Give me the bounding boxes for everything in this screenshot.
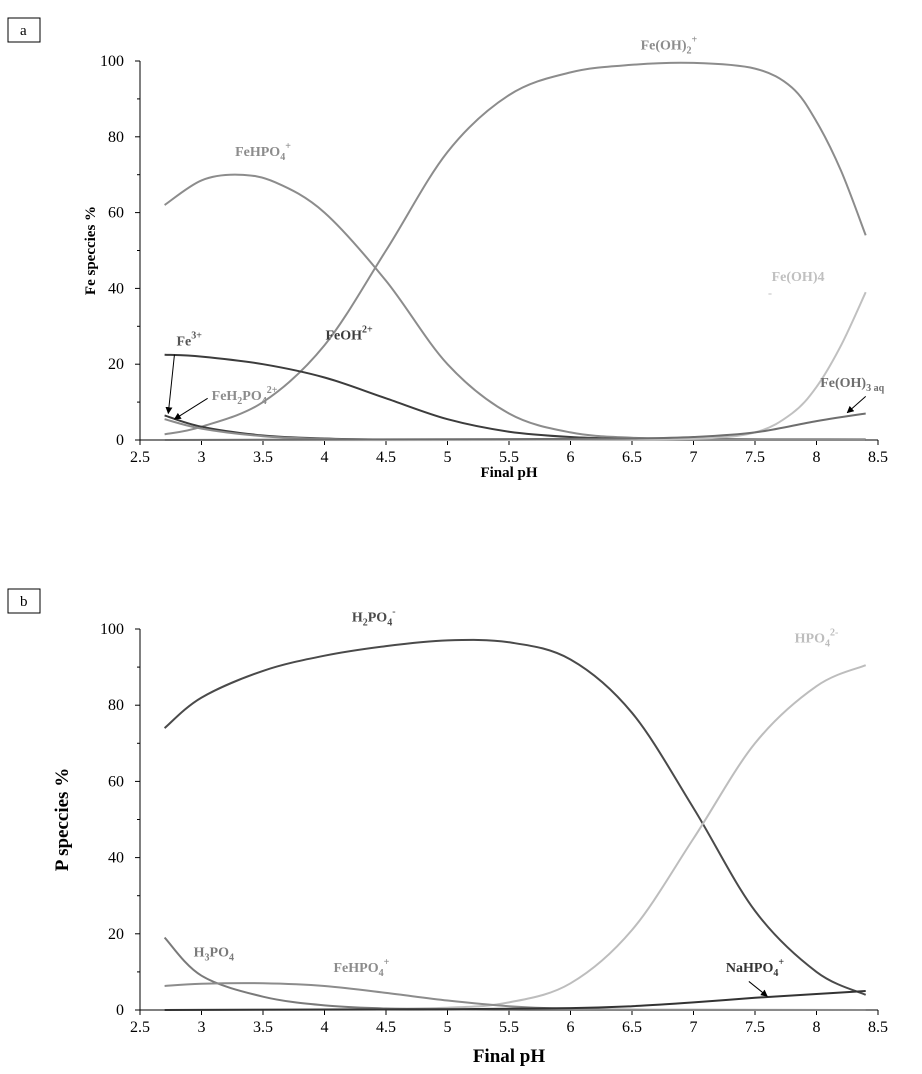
series-line-h2po4--b — [163, 638, 867, 996]
y-tick-label-b: 60 — [108, 773, 124, 790]
series-line-fehpo4--a — [164, 173, 866, 441]
x-tick-label-b: 8.5 — [868, 1019, 888, 1036]
y-tick-label-a: 100 — [100, 53, 124, 70]
x-tick-label-b: 5 — [444, 1019, 452, 1036]
series-label-a: FeH2PO42+ — [212, 385, 278, 407]
series-label-a: FeOH2+ — [325, 325, 373, 344]
x-tick-label-a: 5 — [444, 449, 452, 466]
x-tick-label-b: 7 — [690, 1019, 698, 1036]
x-tick-label-a: 2.5 — [130, 449, 150, 466]
panel-a: a 2.5 3 3.5 4 4.5 5 5.5 6 6.5 7 7.5 8 8.5 0 20 40 60 80 10… — [7, 17, 888, 481]
x-tick-label-a: 3.5 — [253, 449, 273, 466]
y-axis-title-a: Fe speccies % — [83, 206, 99, 295]
x-tick-label-b: 3.5 — [253, 1019, 273, 1036]
y-tick-label-b: 0 — [116, 1002, 124, 1019]
x-tick-label-a: 6.5 — [622, 449, 642, 466]
x-tick-label-b: 6 — [567, 1019, 575, 1036]
annotation-arrow-a — [846, 396, 867, 414]
series-label-b: FeHPO4+ — [333, 957, 389, 979]
series-label-b: HPO42- — [795, 627, 839, 649]
x-tick-label-a: 6 — [567, 449, 575, 466]
y-tick-label-b: 20 — [108, 926, 124, 943]
series-label-a: FeHPO4+ — [235, 141, 291, 163]
y-tick-label-a: 80 — [108, 129, 124, 146]
x-tick-label-a: 3 — [198, 449, 206, 466]
series-line-hpo42--b — [164, 664, 867, 1011]
annotation-arrow-a — [173, 397, 208, 420]
chart-b: 2.5 3 3.5 4 4.5 5 5.5 6 6.5 7 7.5 8 8.5 0 20 40 60 80 100 F… — [52, 606, 888, 1067]
x-tick-label-b: 7.5 — [745, 1019, 765, 1036]
series-label-a: Fe(OH)3 aq — [820, 376, 884, 394]
y-tick-label-b: 40 — [108, 850, 124, 867]
y-tick-label-b: 100 — [100, 621, 124, 638]
x-tick-label-b: 8 — [813, 1019, 821, 1036]
x-tick-label-a: 8.5 — [868, 449, 888, 466]
y-tick-label-b: 80 — [108, 697, 124, 714]
annotation-arrow-b — [748, 981, 768, 997]
x-axis-title-a: Final pH — [480, 465, 537, 481]
panel-a-tag-box — [7, 17, 41, 43]
series-label-b: NaHPO4+ — [726, 957, 784, 979]
x-tick-label-b: 4.5 — [376, 1019, 396, 1036]
x-tick-label-a: 5.5 — [499, 449, 519, 466]
x-tick-label-b: 3 — [198, 1019, 206, 1036]
series-line-nahpo4--b — [164, 990, 866, 1011]
x-tick-label-b: 6.5 — [622, 1019, 642, 1036]
panel-b-tag: b — [20, 594, 28, 610]
series-label-b: H3PO4 — [194, 946, 234, 964]
x-tick-label-b: 4 — [321, 1019, 329, 1036]
panel-b-tag-box — [7, 588, 41, 614]
x-tick-label-a: 8 — [813, 449, 821, 466]
panel-b: b 2.5 3 3.5 4 4.5 5 5.5 6 6.5 7 7.5 8 8.5 0 20 40 60 80 10… — [7, 588, 888, 1067]
series-line-feh2po42--a — [164, 418, 866, 442]
x-tick-label-a: 7.5 — [745, 449, 765, 466]
x-tick-label-b: 5.5 — [499, 1019, 519, 1036]
x-tick-label-b: 2.5 — [130, 1019, 150, 1036]
chart-a: 2.5 3 3.5 4 4.5 5 5.5 6 6.5 7 7.5 8 8.5 0 20 40 60 80 100 F… — [83, 35, 888, 481]
x-tick-label-a: 4 — [321, 449, 329, 466]
series-line-fe-oh-2--a — [164, 61, 867, 436]
panel-a-tag: a — [20, 23, 27, 39]
y-axis-title-b: P speccies % — [52, 768, 73, 871]
x-tick-label-a: 7 — [690, 449, 698, 466]
series-label-a: Fe(OH)2+ — [641, 35, 698, 57]
series-label-b: H2PO4- — [352, 606, 396, 628]
series-label-a: Fe(OH)4 — [772, 270, 825, 285]
y-tick-label-a: 20 — [108, 356, 124, 373]
y-tick-label-a: 0 — [116, 432, 124, 449]
annotation-arrow-a — [165, 354, 175, 415]
series-label-a: Fe3+ — [176, 330, 202, 349]
series-line-fe-oh-3-aq-a — [164, 412, 866, 441]
series-label-suffix-a: - — [768, 286, 772, 300]
series-line-fehpo4--b — [164, 982, 866, 1011]
x-axis-title-b: Final pH — [473, 1046, 546, 1067]
x-tick-label-a: 4.5 — [376, 449, 396, 466]
y-tick-label-a: 60 — [108, 205, 124, 222]
y-tick-label-a: 40 — [108, 280, 124, 297]
